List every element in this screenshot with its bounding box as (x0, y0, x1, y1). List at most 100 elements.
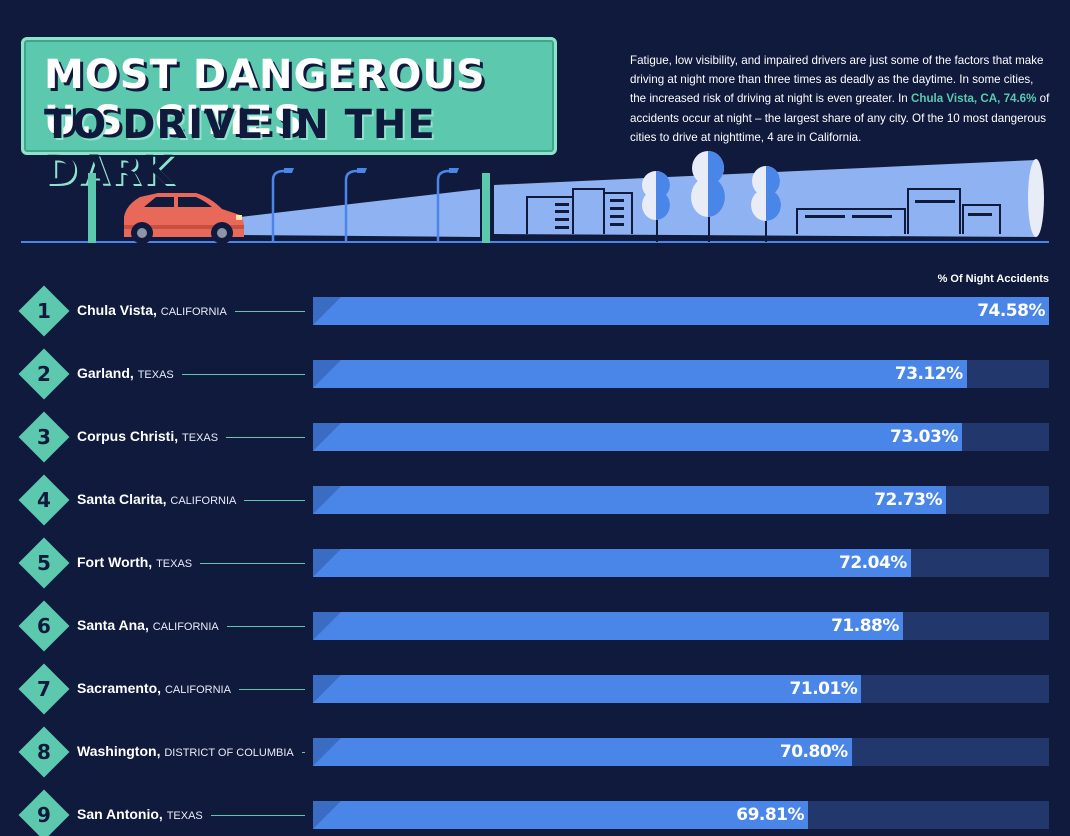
page-title-line-1: MOST DANGEROUS U.S. CITIES (44, 52, 486, 144)
bar: 73.12% (313, 360, 967, 388)
city-name: Corpus Christi, (77, 428, 183, 444)
road-line (21, 241, 1049, 243)
city-buildings (526, 188, 1001, 234)
bar-notch (313, 486, 341, 514)
rank-number: 4 (37, 488, 51, 512)
street-lamp (271, 169, 450, 241)
category-label: Santa Clarita, CALIFORNIA (77, 491, 236, 507)
chart-row: 5 Fort Worth, TEXAS 72.04% (0, 537, 1070, 592)
bar: 71.88% (313, 612, 903, 640)
category-label: Santa Ana, CALIFORNIA (77, 617, 219, 633)
state-name: TEXAS (137, 369, 174, 381)
leader-line (302, 752, 305, 753)
data-label: 70.80% (779, 742, 848, 762)
bar-notch (313, 738, 341, 766)
chart-row: 8 Washington, DISTRICT OF COLUMBIA 70.80% (0, 726, 1070, 781)
bar: 74.58% (313, 297, 1049, 325)
intro-paragraph: Fatigue, low visibility, and impaired dr… (630, 51, 1050, 147)
state-name: TEXAS (156, 558, 193, 570)
category-label: Chula Vista, CALIFORNIA (77, 302, 227, 318)
bar-notch (313, 297, 341, 325)
bar: 72.73% (313, 486, 947, 514)
state-name: TEXAS (182, 432, 219, 444)
intro-highlight-city: Chula Vista, CA, (910, 92, 1001, 106)
state-name: DISTRICT OF COLUMBIA (164, 747, 294, 759)
bar-notch (313, 423, 341, 451)
city-name: Sacramento, (77, 680, 165, 696)
category-label: Corpus Christi, TEXAS (77, 428, 218, 444)
chart-row: 1 Chula Vista, CALIFORNIA 74.58% (0, 285, 1070, 340)
data-label: 72.73% (874, 490, 943, 510)
leader-line (182, 374, 305, 375)
data-label: 73.03% (890, 427, 958, 447)
rank-number: 5 (37, 551, 51, 575)
chart-row: 7 Sacramento, CALIFORNIA 71.01% (0, 663, 1070, 718)
category-label: San Antonio, TEXAS (77, 806, 203, 822)
bar-notch (313, 549, 341, 577)
data-label: 74.58% (977, 301, 1045, 321)
chart-row: 4 Santa Clarita, CALIFORNIA 72.73% (0, 474, 1070, 529)
bar-notch (313, 360, 341, 388)
value-column-header: % Of Night Accidents (937, 273, 1049, 285)
data-label: 69.81% (736, 805, 805, 825)
intro-text-3: of accidents occur at night – the larges… (630, 92, 1050, 144)
bar-notch (313, 612, 341, 640)
bar: 71.01% (313, 675, 862, 703)
rank-number: 3 (37, 425, 51, 449)
rank-number: 8 (37, 740, 51, 764)
car-icon (124, 193, 244, 244)
state-name: CALIFORNIA (164, 684, 231, 696)
tree-icon (642, 151, 781, 242)
category-label: Sacramento, CALIFORNIA (77, 680, 231, 696)
chart-row: 2 Garland, TEXAS 73.12% (0, 348, 1070, 403)
intro-highlight-percent: 74.6% (1003, 92, 1037, 106)
category-label: Fort Worth, TEXAS (77, 554, 192, 570)
leader-line (235, 311, 305, 312)
night-road-illustration (21, 151, 1049, 244)
leader-line (226, 437, 305, 438)
chart-row: 9 San Antonio, TEXAS 69.81% (0, 789, 1070, 836)
bar: 73.03% (313, 423, 962, 451)
lens-icon (1028, 159, 1044, 237)
chart-row: 3 Corpus Christi, TEXAS 73.03% (0, 411, 1070, 466)
state-name: TEXAS (166, 810, 203, 822)
title-box: MOST DANGEROUS U.S. CITIES TO DRIVE IN T… (21, 37, 557, 194)
rank-number: 6 (37, 614, 51, 638)
bar-notch (313, 675, 341, 703)
leader-line (211, 815, 305, 816)
state-name: CALIFORNIA (152, 621, 219, 633)
city-name: Fort Worth, (77, 554, 157, 570)
rank-number: 2 (37, 362, 51, 386)
category-label: Washington, DISTRICT OF COLUMBIA (77, 743, 294, 759)
bar: 70.80% (313, 738, 852, 766)
leader-line (244, 500, 305, 501)
leader-line (239, 689, 305, 690)
rank-number: 7 (37, 677, 51, 701)
left-post (88, 173, 96, 243)
state-name: CALIFORNIA (170, 495, 237, 507)
state-name: CALIFORNIA (160, 306, 227, 318)
headlight-beam-near (240, 189, 480, 237)
leader-line (227, 626, 305, 627)
rank-number: 9 (37, 803, 51, 827)
data-label: 72.04% (839, 553, 907, 573)
category-label: Garland, TEXAS (77, 365, 174, 381)
city-name: Washington, (77, 743, 165, 759)
city-name: Santa Ana, (77, 617, 153, 633)
bar: 72.04% (313, 549, 911, 577)
city-name: San Antonio, (77, 806, 167, 822)
city-name: Santa Clarita, (77, 491, 171, 507)
chart-row: 6 Santa Ana, CALIFORNIA 71.88% (0, 600, 1070, 655)
city-name: Garland, (77, 365, 138, 381)
data-label: 71.88% (831, 616, 899, 636)
bar: 69.81% (313, 801, 809, 829)
city-name: Chula Vista, (77, 302, 161, 318)
rank-number: 1 (37, 299, 51, 323)
bar-notch (313, 801, 341, 829)
leader-line (200, 563, 305, 564)
intro-text-1: Fatigue, low visibility, and impaired dr… (630, 54, 1044, 106)
data-label: 73.12% (894, 364, 963, 384)
data-label: 71.01% (789, 679, 858, 699)
page-title-line-2: TO DRIVE IN THE DARK (44, 102, 436, 194)
right-post (482, 173, 490, 243)
